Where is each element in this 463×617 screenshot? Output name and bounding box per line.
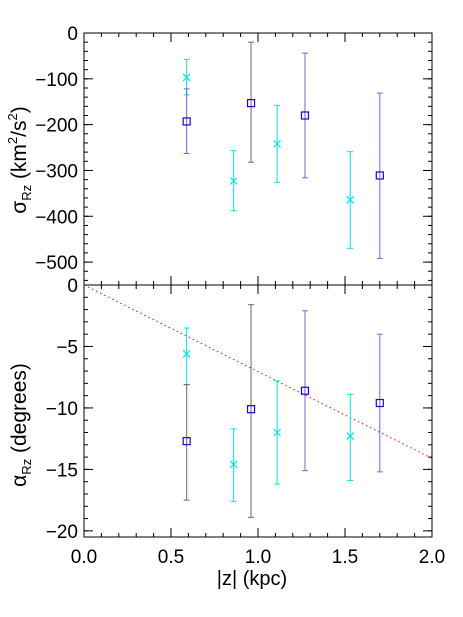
point-x-marker	[182, 349, 191, 358]
point-square-marker	[300, 386, 310, 395]
y-tick-label: 0	[67, 276, 78, 297]
y-tick-label: −200	[35, 116, 78, 137]
point-square-marker	[182, 117, 191, 126]
xlabel: |z| (kpc)	[217, 568, 287, 590]
point-square-marker	[375, 171, 384, 180]
point-x-marker	[273, 139, 282, 148]
point-x-marker	[346, 195, 355, 204]
y-tick-label: −15	[46, 460, 78, 481]
x-tick-label: 2.0	[419, 547, 445, 568]
point-x-marker	[346, 432, 355, 441]
y-tick-label: −500	[35, 253, 78, 274]
reference-line	[83, 284, 433, 459]
y-tick-label: −10	[46, 399, 78, 420]
y-tick-label: 0	[67, 24, 78, 45]
x-tick-label: 1.0	[245, 547, 271, 568]
point-square-marker	[182, 437, 191, 446]
point-square-marker	[375, 398, 384, 408]
point-square-marker	[246, 405, 256, 414]
point-x-marker	[182, 73, 191, 82]
point-x-marker	[273, 428, 282, 437]
ylabel-sigma-rz: σRz (km2/s2)	[5, 106, 34, 214]
point-x-marker	[229, 460, 238, 469]
point-square-marker	[246, 99, 256, 108]
x-tick-label: 0.0	[71, 547, 97, 568]
y-tick-label: −20	[46, 522, 78, 543]
ylabel-alpha-rz: αRz (degrees)	[8, 363, 34, 487]
panel-bottom: 0 −5 −10 −15 −20 0.0 0.5 1.0 1.5 2.0	[46, 276, 445, 568]
x-tick-label: 1.5	[332, 547, 358, 568]
x-tick-label: 0.5	[158, 547, 184, 568]
y-tick-label: −100	[35, 70, 78, 91]
y-tick-label: −5	[56, 337, 78, 358]
panel-top: 0 −100 −200 −300 −400 −500	[35, 24, 433, 286]
point-square-marker	[300, 111, 310, 120]
y-tick-label: −400	[35, 207, 78, 228]
y-tick-label: −300	[35, 161, 78, 182]
point-x-marker	[229, 177, 238, 185]
